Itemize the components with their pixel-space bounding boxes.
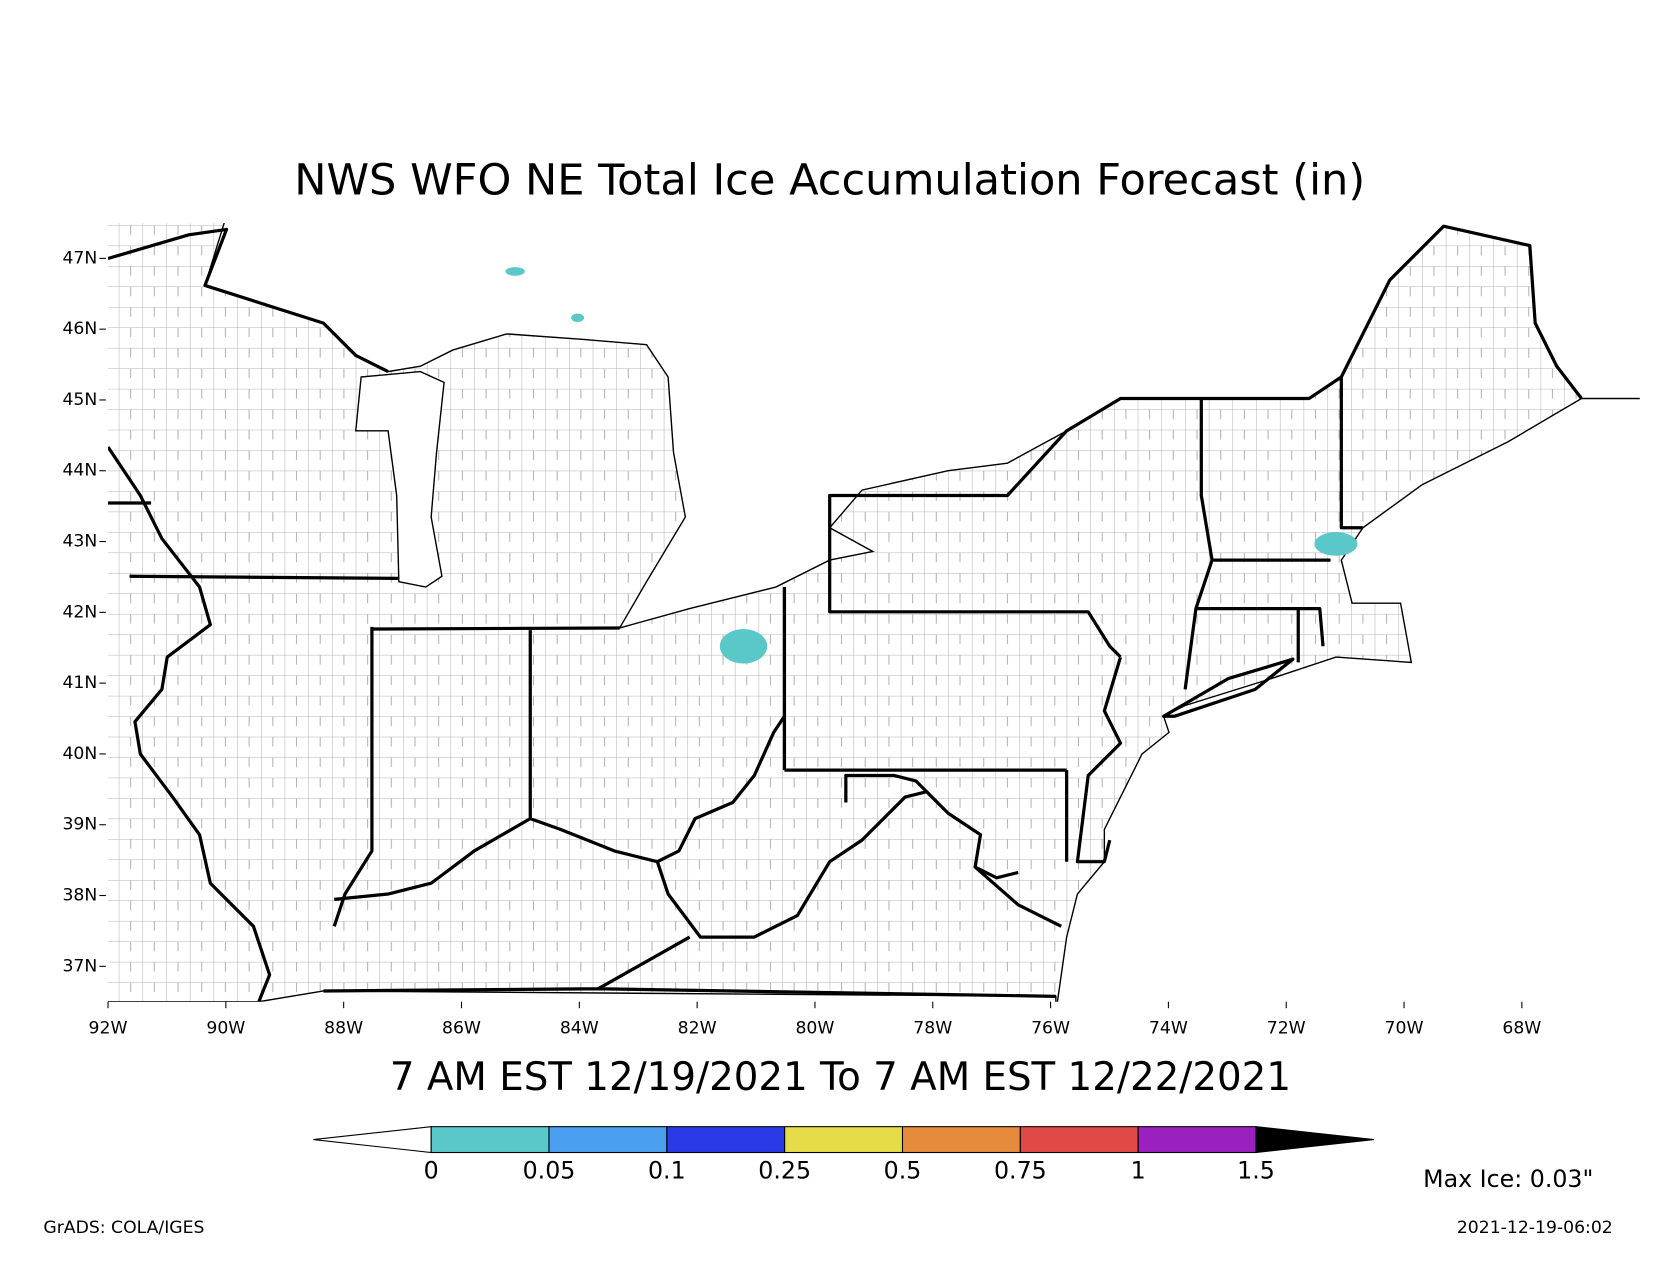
x-tick-label: 88W: [324, 1019, 363, 1039]
colorbar-label: 0.5: [884, 1156, 922, 1184]
ice-area: [719, 629, 768, 664]
x-tick-label: 76W: [1031, 1019, 1070, 1039]
colorbar-label: 1.5: [1237, 1156, 1275, 1184]
max-ice: Max Ice: 0.03": [1423, 1165, 1593, 1193]
ice-areas: [505, 267, 1358, 664]
colorbar-box: [548, 1126, 668, 1154]
ice-area: [1314, 532, 1358, 556]
y-tick-label: 41N: [62, 673, 97, 693]
y-tick-label: 43N: [62, 532, 97, 552]
y-tick-label: 45N: [62, 390, 97, 410]
ice-area: [571, 313, 585, 323]
colorbar-label: 0.05: [523, 1156, 576, 1184]
colorbar-box: [1019, 1126, 1139, 1154]
y-tick-label: 40N: [62, 744, 97, 764]
y-tick-label: 42N: [62, 602, 97, 622]
x-tick-label: 84W: [560, 1019, 599, 1039]
ice-area: [505, 267, 525, 276]
colorbar-label: 1: [1131, 1156, 1146, 1184]
colorbar-label: 0.75: [994, 1156, 1047, 1184]
colorbar-box: [430, 1126, 550, 1154]
y-tick-label: 47N: [62, 248, 97, 268]
colorbar-label: 0: [424, 1156, 439, 1184]
lake-michigan: [354, 370, 445, 588]
colorbar-under: [313, 1126, 432, 1154]
lower-left-blank: [108, 990, 1057, 1002]
colorbar: 0 0.05 0.1 0.25 0.5 0.75 1 1.5: [313, 1126, 1374, 1184]
x-tick-label: 92W: [89, 1019, 128, 1039]
colorbar-box: [666, 1126, 786, 1154]
x-tick-label: 80W: [795, 1019, 834, 1039]
axes: 92W 90W 88W 86W 84W 82W 80W 78W 76W 74W 72W 70W 68W 3…: [62, 248, 1541, 1038]
x-tick-label: 68W: [1502, 1019, 1541, 1039]
y-tick-label: 37N: [62, 956, 97, 976]
timestamp: 2021-12-19-06:02: [1457, 1218, 1613, 1238]
y-tick-label: 38N: [62, 886, 97, 906]
x-tick-label: 74W: [1149, 1019, 1188, 1039]
x-tick-label: 78W: [913, 1019, 952, 1039]
colorbar-box: [784, 1126, 904, 1154]
x-tick-label: 82W: [678, 1019, 717, 1039]
map-title: NWS WFO NE Total Ice Accumulation Foreca…: [294, 156, 1365, 206]
y-tick-label: 44N: [62, 461, 97, 481]
colorbar-label: 0.25: [758, 1156, 811, 1184]
map: [108, 222, 1640, 1002]
x-tick-label: 70W: [1385, 1019, 1424, 1039]
colorbar-label: 0.1: [648, 1156, 686, 1184]
colorbar-box: [901, 1126, 1021, 1154]
valid-period: 7 AM EST 12/19/2021 To 7 AM EST 12/22/20…: [390, 1055, 1291, 1100]
x-tick-label: 72W: [1267, 1019, 1306, 1039]
y-tick-label: 46N: [62, 319, 97, 339]
x-tick-label: 90W: [206, 1019, 245, 1039]
y-tick-label: 39N: [62, 815, 97, 835]
x-tick-label: 86W: [442, 1019, 481, 1039]
colorbar-over: [1255, 1126, 1374, 1154]
state-lines: [108, 224, 1583, 1002]
colorbar-box: [1137, 1126, 1257, 1154]
credit: GrADS: COLA/IGES: [43, 1218, 204, 1238]
